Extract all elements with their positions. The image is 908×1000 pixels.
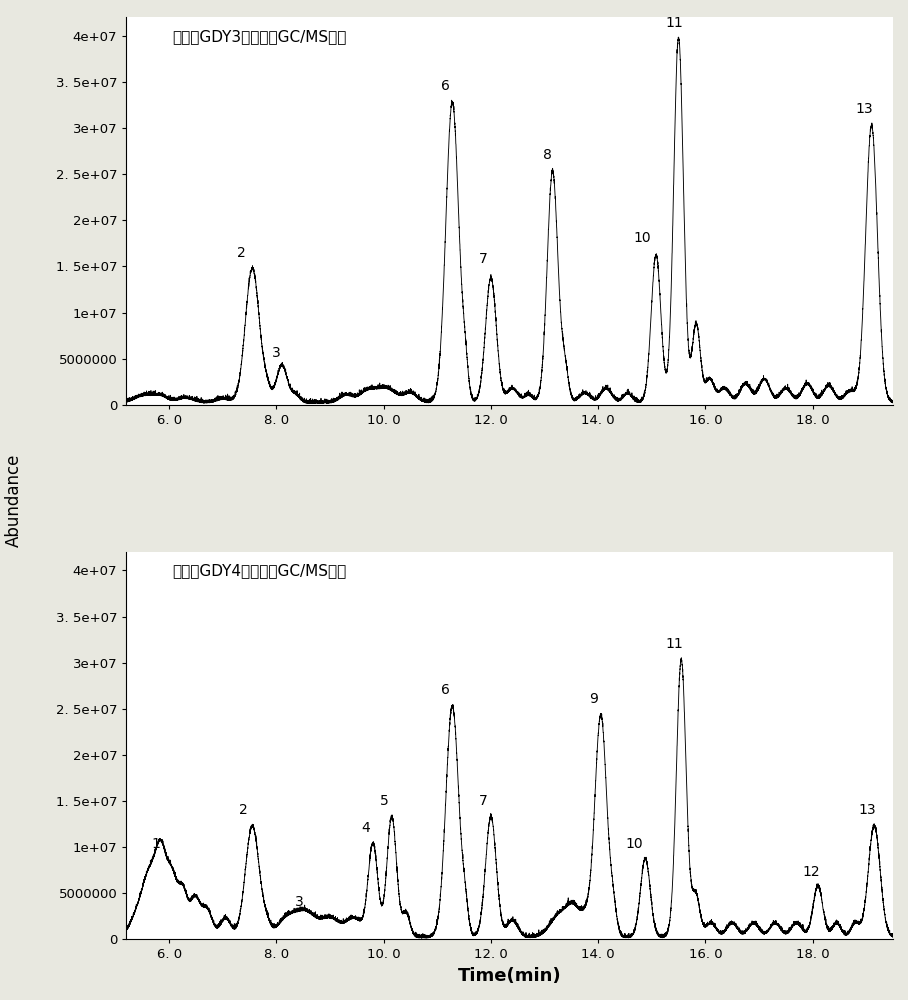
Text: 5: 5 <box>380 794 390 808</box>
Text: 11: 11 <box>666 16 683 30</box>
Text: 10: 10 <box>626 837 644 851</box>
Text: 工程菌GDY4发酵产物GC/MS检测: 工程菌GDY4发酵产物GC/MS检测 <box>173 564 347 579</box>
Text: Abundance: Abundance <box>5 453 23 547</box>
Text: 10: 10 <box>633 231 651 245</box>
Text: 12: 12 <box>802 865 820 879</box>
Text: 2: 2 <box>237 246 246 260</box>
Text: 4: 4 <box>361 821 370 835</box>
Text: 13: 13 <box>858 803 876 817</box>
Text: 13: 13 <box>855 102 873 116</box>
Text: 11: 11 <box>666 637 683 651</box>
Text: 9: 9 <box>589 692 598 706</box>
Text: 工程菌GDY3发酵产物GC/MS检测: 工程菌GDY3发酵产物GC/MS检测 <box>173 29 347 44</box>
Text: 7: 7 <box>479 794 488 808</box>
Text: 6: 6 <box>441 683 449 697</box>
Text: 3: 3 <box>294 895 303 909</box>
X-axis label: Time(min): Time(min) <box>458 967 561 985</box>
Text: 2: 2 <box>239 803 248 817</box>
Text: 3: 3 <box>272 346 281 360</box>
Text: 7: 7 <box>479 252 488 266</box>
Text: 6: 6 <box>441 79 449 93</box>
Text: 8: 8 <box>543 148 552 162</box>
Text: 1: 1 <box>152 837 161 851</box>
